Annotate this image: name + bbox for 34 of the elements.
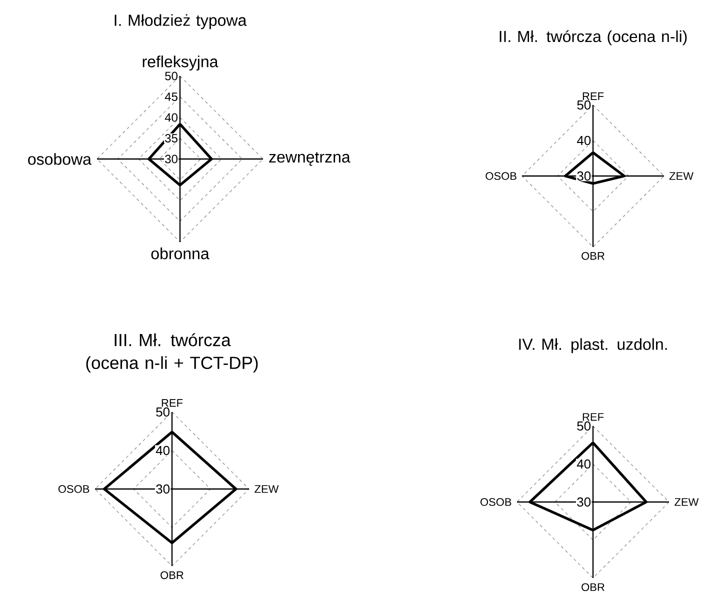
y-tick-label: 40 bbox=[576, 459, 591, 469]
y-tick-label: 40 bbox=[576, 136, 591, 146]
y-tick-label: 45 bbox=[164, 92, 178, 101]
spoke-label: ZEW bbox=[674, 498, 699, 506]
spoke-label: OSOB bbox=[486, 172, 516, 180]
chart-title: III. Mł. twórcza (ocena n-li + TCT-DP) bbox=[86, 333, 258, 373]
y-tick-label: 40 bbox=[164, 113, 178, 122]
spoke-label: osobowa bbox=[28, 153, 92, 165]
spoke-label: OBR bbox=[160, 571, 184, 580]
y-tick-label: 30 bbox=[577, 497, 591, 507]
spoke-label: OBR bbox=[582, 252, 604, 260]
spoke-label: REF bbox=[582, 413, 604, 421]
spoke-label: refleksyjna bbox=[142, 56, 218, 70]
y-tick-label: 30 bbox=[156, 484, 170, 494]
chart-title: II. Mł. twórcza (ocena n-li) bbox=[500, 30, 687, 46]
spoke-label: REF bbox=[582, 92, 604, 100]
chart-title: I. Młodzież typowa bbox=[114, 14, 247, 30]
spoke-label: REF bbox=[162, 399, 183, 407]
chart-title: IV. Mł. plast. uzdoln. bbox=[519, 338, 667, 354]
y-tick-label: 50 bbox=[165, 72, 178, 80]
y-tick-label: 40 bbox=[156, 446, 170, 456]
spoke-label: OSOB bbox=[58, 485, 90, 493]
spoke-label: OSOB bbox=[480, 498, 512, 506]
y-tick-label: 30 bbox=[165, 154, 178, 164]
spoke-label: ZEW bbox=[254, 485, 279, 493]
y-tick-label: 50 bbox=[577, 100, 591, 110]
y-tick-label: 50 bbox=[577, 421, 591, 431]
spoke-label: obronna bbox=[151, 248, 210, 260]
spoke-label: OBR bbox=[582, 583, 604, 592]
y-tick-label: 50 bbox=[156, 407, 170, 417]
spoke-label: zewnętrzna bbox=[269, 152, 350, 166]
spoke-label: ZEW bbox=[669, 172, 694, 180]
y-tick-label: 35 bbox=[165, 134, 178, 143]
y-tick-label: 30 bbox=[577, 171, 591, 181]
